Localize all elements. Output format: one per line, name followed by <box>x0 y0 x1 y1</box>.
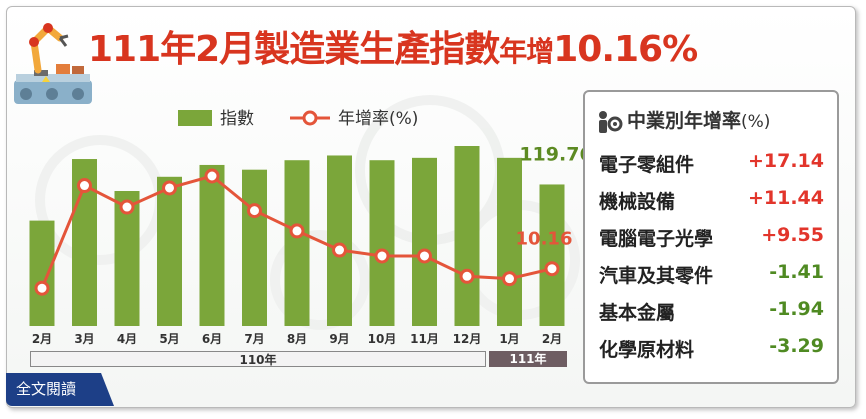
industry-row: 電腦電子光學 +9.55 <box>599 224 824 254</box>
growth-point <box>417 248 432 264</box>
industry-value: -1.94 <box>769 298 824 320</box>
x-tick-label: 2月 <box>32 332 52 346</box>
industry-row: 電子零組件 +17.14 <box>599 150 824 180</box>
panel-title-text: 中業別年增率 <box>627 110 742 132</box>
index-bar <box>369 160 395 326</box>
x-tick-label: 9月 <box>329 332 349 346</box>
growth-point <box>544 261 560 277</box>
index-bar <box>539 184 565 326</box>
x-tick-label: 8月 <box>287 332 307 346</box>
x-tick-label: 11月 <box>410 332 439 346</box>
growth-point <box>289 223 305 239</box>
x-tick-label: 1月 <box>499 332 519 346</box>
x-tick-label: 4月 <box>117 332 137 346</box>
industry-name: 化學原材料 <box>599 339 695 361</box>
growth-point <box>77 178 92 194</box>
industry-value: +17.14 <box>747 150 824 172</box>
panel-title-unit: (%) <box>741 112 771 132</box>
index-bar <box>327 155 352 326</box>
industry-name: 基本金屬 <box>599 302 676 324</box>
industry-name: 機械設備 <box>599 191 676 213</box>
legend-line-item: 年增率(%) <box>288 104 418 129</box>
industry-row: 化學原材料 -3.29 <box>599 335 824 365</box>
x-tick-label: 10月 <box>368 332 397 346</box>
growth-point <box>162 180 177 196</box>
industry-value: -3.29 <box>769 335 824 357</box>
growth-point <box>34 280 50 296</box>
industry-value: +9.55 <box>761 224 824 246</box>
panel-title: 中業別年增率(%) <box>597 106 770 134</box>
x-tick-label: 7月 <box>244 332 264 346</box>
x-tick-label: 12月 <box>453 332 482 346</box>
page-title: 111年2月製造業生產指數年增10.16% <box>88 20 828 72</box>
worker-gear-icon <box>599 110 623 133</box>
growth-point <box>332 242 347 258</box>
industry-name: 汽車及其零件 <box>599 265 714 287</box>
index-bar <box>497 157 522 326</box>
legend-bar-swatch <box>178 110 212 126</box>
growth-point <box>502 271 517 287</box>
industry-row: 基本金屬 -1.94 <box>599 298 824 328</box>
x-tick-label: 5月 <box>159 332 179 346</box>
growth-point <box>247 203 262 219</box>
industry-row: 機械設備 +11.44 <box>599 187 824 217</box>
title-mid: 年增 <box>499 35 554 68</box>
industry-row: 汽車及其零件 -1.41 <box>599 261 824 291</box>
growth-point <box>374 248 390 264</box>
x-tick-label: 6月 <box>202 332 222 346</box>
legend-line-swatch <box>290 110 330 126</box>
x-tick-label: 3月 <box>74 332 94 346</box>
line-data-label: 10.16 <box>516 229 573 250</box>
growth-point <box>459 268 475 284</box>
growth-point <box>204 168 220 184</box>
year-band-111: 111年 <box>489 351 567 367</box>
index-bar <box>454 146 480 326</box>
index-bar <box>157 176 182 326</box>
index-bar <box>412 157 437 326</box>
bar-data-label: 119.76 <box>519 143 592 165</box>
index-bar <box>284 160 310 326</box>
industry-value: -1.41 <box>769 261 824 283</box>
title-value: 10.16% <box>553 29 698 70</box>
full-text-link[interactable]: 全文閱讀 <box>6 373 114 406</box>
industry-value: +11.44 <box>747 187 824 209</box>
industry-name: 電腦電子光學 <box>599 228 714 250</box>
legend-bar-label: 指數 <box>220 109 254 129</box>
index-bar <box>29 220 55 326</box>
year-band-110: 110年 <box>30 351 486 367</box>
index-bar <box>242 169 267 326</box>
industrial-robot-icon <box>14 23 92 104</box>
title-prefix: 111年2月製造業生產指數 <box>88 29 500 70</box>
legend-line-label: 年增率(%) <box>338 109 419 129</box>
industry-growth-panel: 中業別年增率(%) 電子零組件 +17.14 機械設備 +11.44 電腦電子光… <box>583 90 839 384</box>
x-tick-label: 2月 <box>542 332 562 346</box>
growth-point <box>119 199 135 215</box>
industry-name: 電子零組件 <box>599 154 695 176</box>
index-bar <box>199 164 225 326</box>
legend-bar-item: 指數 <box>178 104 254 129</box>
